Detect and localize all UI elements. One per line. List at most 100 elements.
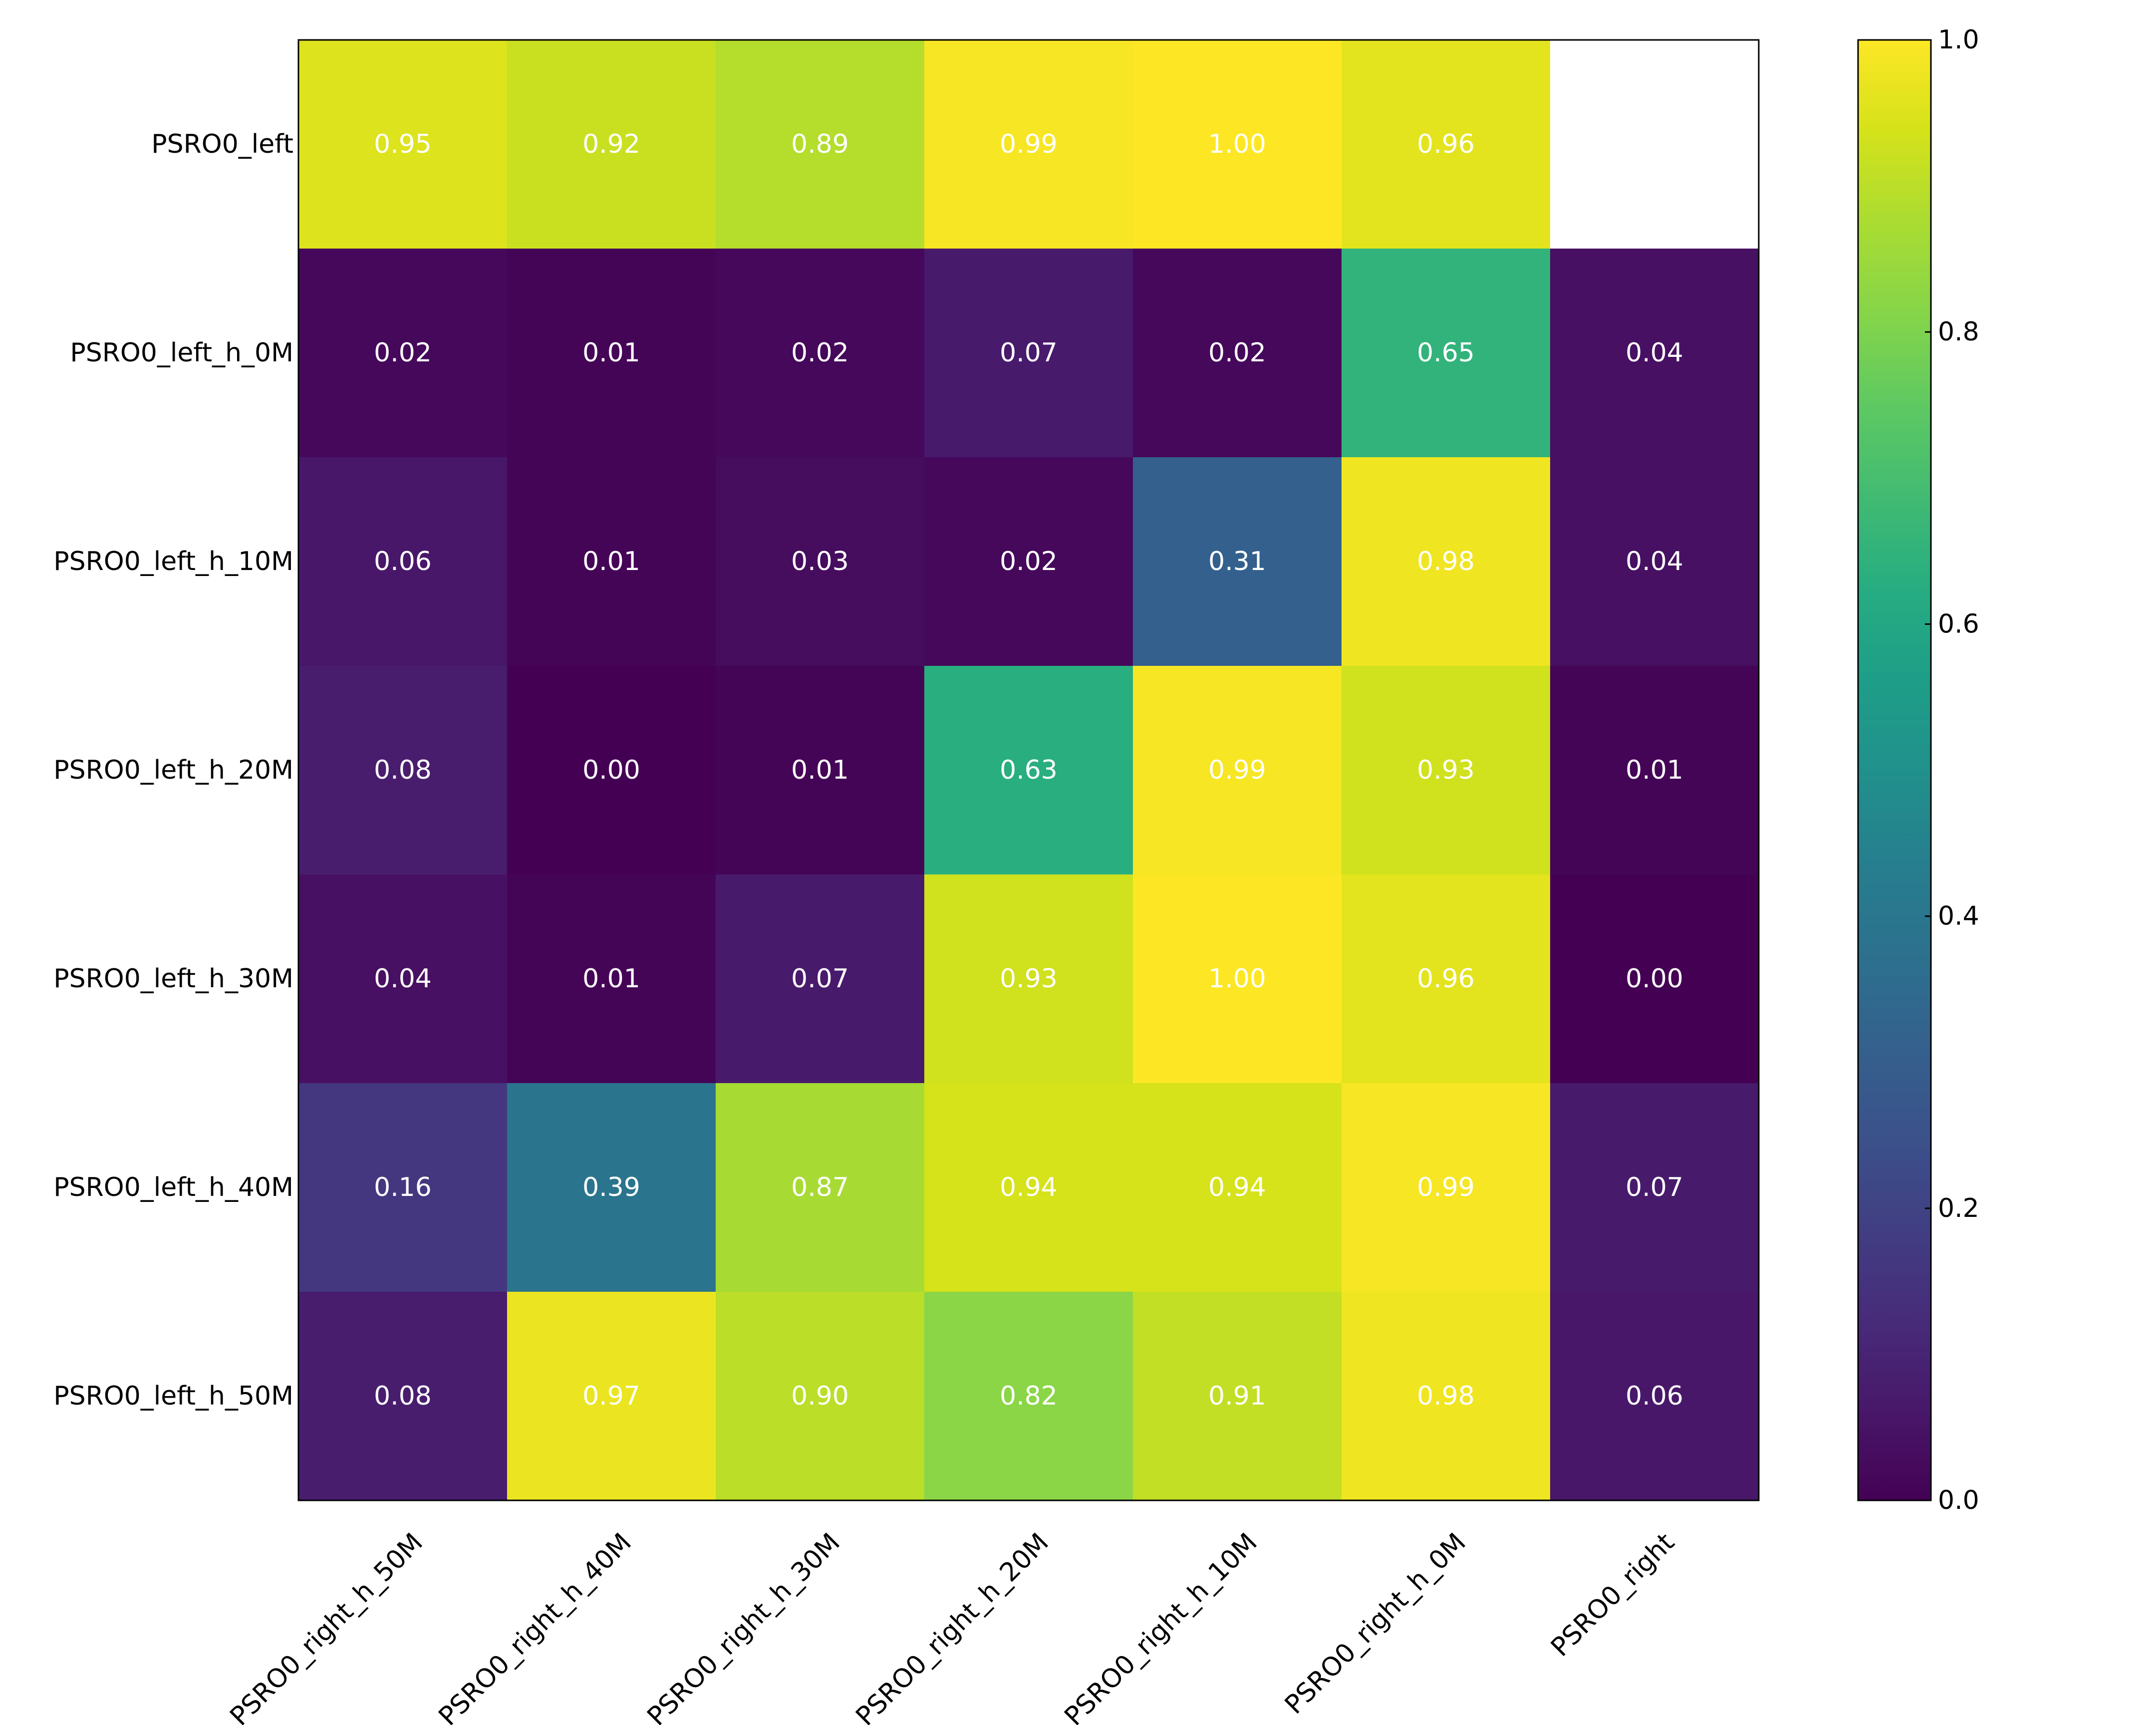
cell-value-label: 0.39 [582, 1172, 640, 1202]
heatmap-cell [1550, 1292, 1759, 1501]
cell-value-label: 0.94 [1208, 1172, 1266, 1202]
heatmap-cell [1133, 40, 1342, 249]
heatmap-cell [716, 1083, 925, 1292]
heatmap-cell [924, 666, 1133, 875]
heatmap-cell [1342, 666, 1551, 875]
cell-value-label: 0.04 [374, 964, 432, 994]
heatmap-cell [1550, 457, 1759, 666]
heatmap-cell [1550, 249, 1759, 458]
y-tick-label: PSRO0_left_h_40M [53, 1172, 293, 1202]
cell-value-label: 0.07 [1625, 1172, 1683, 1202]
heatmap-cell [716, 874, 925, 1084]
heatmap-cell [924, 457, 1133, 666]
cell-value-label: 0.65 [1417, 338, 1475, 368]
cell-value-label: 0.01 [1625, 755, 1683, 785]
cell-value-label: 0.03 [791, 547, 849, 576]
heatmap-cell [1133, 457, 1342, 666]
heatmap-cell [924, 249, 1133, 458]
colorbar-gradient [1858, 40, 1931, 1500]
cell-value-label: 1.00 [1208, 129, 1266, 159]
heatmap-cell [298, 874, 508, 1084]
cell-value-label: 0.63 [1000, 755, 1058, 785]
heatmap-cell [298, 40, 508, 249]
y-tick-label: PSRO0_left [151, 129, 293, 159]
cell-value-label: 0.01 [582, 547, 640, 576]
heatmap-cell [716, 1292, 925, 1501]
cell-value-label: 0.04 [1625, 547, 1683, 576]
cell-value-label: 0.95 [374, 129, 432, 159]
heatmap-cell [1133, 249, 1342, 458]
heatmap-cell [716, 40, 925, 249]
cell-value-label: 0.08 [374, 1381, 432, 1411]
heatmap-cell [924, 1083, 1133, 1292]
plot-frame [297, 39, 1760, 1501]
cell-value-label: 0.31 [1208, 547, 1266, 576]
heatmap-cell [298, 666, 508, 875]
heatmap-cell [507, 1292, 716, 1501]
cell-value-label: 0.02 [1208, 338, 1266, 368]
heatmap-cell [298, 1292, 508, 1501]
heatmap-cell [1133, 1083, 1342, 1292]
heatmap-cell [507, 874, 716, 1084]
cell-value-label: 0.91 [1208, 1381, 1266, 1411]
heatmap-cell [507, 249, 716, 458]
y-tick-label: PSRO0_left_h_50M [53, 1381, 293, 1411]
cell-value-label: 0.07 [1000, 338, 1058, 368]
colorbar-tick-label: 0.2 [1938, 1193, 1979, 1223]
heatmap-cell [298, 1083, 508, 1292]
heatmap-cell [1133, 666, 1342, 875]
heatmap-cell [507, 666, 716, 875]
colorbar-tick-label: 1.0 [1938, 25, 1979, 55]
heatmap-cell [924, 1292, 1133, 1501]
cell-value-label: 0.99 [1000, 129, 1058, 159]
heatmap-cell [716, 666, 925, 875]
cell-value-label: 0.16 [374, 1172, 432, 1202]
cell-value-label: 0.99 [1208, 755, 1266, 785]
heatmap-cell [507, 457, 716, 666]
heatmap-plot-area: 0.95 0.92 0.89 0.99 1.00 0.96 0.02 0.01 0.02 0.07… [297, 39, 1760, 1501]
y-tick-label: PSRO0_left_h_30M [53, 964, 293, 994]
cell-value-label: 0.07 [791, 964, 849, 994]
colorbar-frame [1857, 39, 1932, 1501]
cell-value-label: 0.00 [1625, 964, 1683, 994]
colorbar-tick-label: 0.8 [1938, 317, 1979, 347]
cell-value-label: 0.02 [374, 338, 432, 368]
cell-value-label: 0.06 [374, 547, 432, 576]
heatmap-cell [1342, 1292, 1551, 1501]
cell-value-label: 0.96 [1417, 129, 1475, 159]
cell-value-label: 0.02 [791, 338, 849, 368]
cell-value-label: 0.99 [1417, 1172, 1475, 1202]
heatmap-cell [1342, 249, 1551, 458]
heatmap-cell [1133, 874, 1342, 1084]
y-tick-label: PSRO0_left_h_0M [70, 338, 293, 368]
cell-value-label: 0.82 [1000, 1381, 1058, 1411]
cell-value-label: 0.00 [582, 755, 640, 785]
heatmap-cell [1550, 874, 1759, 1084]
cell-value-label: 0.01 [582, 964, 640, 994]
cell-value-label: 1.00 [1208, 964, 1266, 994]
cell-value-label: 0.98 [1417, 1381, 1475, 1411]
heatmap-cell [1133, 1292, 1342, 1501]
cell-value-label: 0.87 [791, 1172, 849, 1202]
colorbar: 0.0 0.2 0.4 0.6 0.8 1.0 [1857, 25, 1979, 1515]
y-tick-label: PSRO0_left_h_20M [53, 755, 293, 785]
heatmap-cell [1342, 457, 1551, 666]
heatmap-cell [1342, 40, 1551, 249]
cell-value-label: 0.96 [1417, 964, 1475, 994]
heatmap-cell [507, 40, 716, 249]
cell-value-label: 0.92 [582, 129, 640, 159]
heatmap-cell [1550, 40, 1759, 249]
cell-value-label: 0.02 [1000, 547, 1058, 576]
colorbar-ticks: 0.0 0.2 0.4 0.6 0.8 1.0 [1925, 25, 1979, 1515]
heatmap-cell [1550, 666, 1759, 875]
heatmap-cell [298, 457, 508, 666]
cell-value-label: 0.01 [582, 338, 640, 368]
heatmap-cells [298, 40, 1759, 1501]
heatmap-cell [716, 249, 925, 458]
cell-value-label: 0.97 [582, 1381, 640, 1411]
heatmap-cell [924, 874, 1133, 1084]
heatmap-cell-labels: 0.95 0.92 0.89 0.99 1.00 0.96 0.02 0.01 0.02 0.07… [374, 129, 1683, 1411]
cell-value-label: 0.89 [791, 129, 849, 159]
y-axis: PSRO0_left PSRO0_left_h_0M PSRO0_left_h_10… [53, 129, 293, 1411]
cell-value-label: 0.94 [1000, 1172, 1058, 1202]
